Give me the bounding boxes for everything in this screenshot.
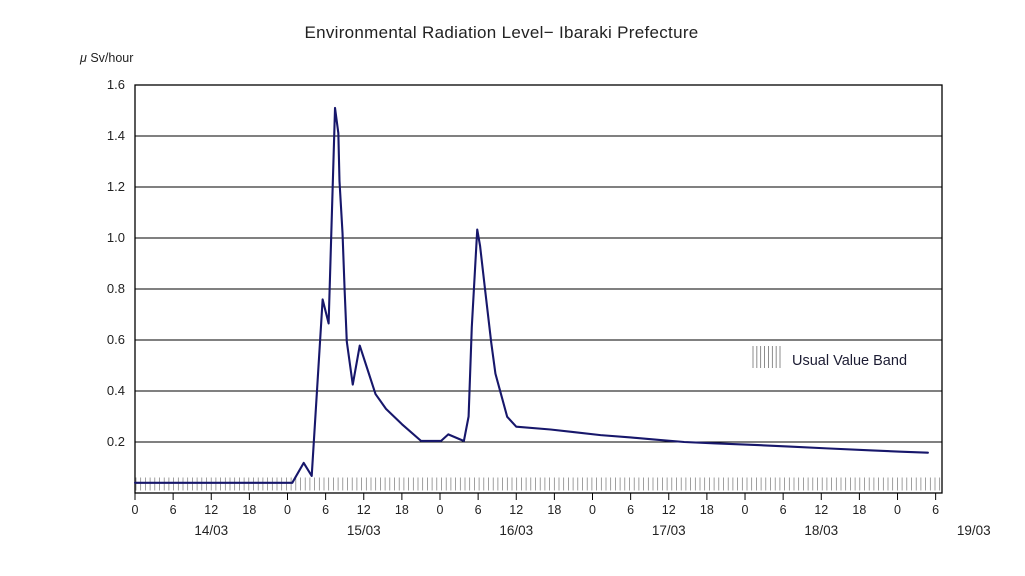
- svg-text:19/03: 19/03: [957, 523, 991, 538]
- svg-text:18: 18: [700, 503, 714, 517]
- svg-text:16/03: 16/03: [499, 523, 533, 538]
- svg-text:0: 0: [589, 503, 596, 517]
- svg-text:17/03: 17/03: [652, 523, 686, 538]
- svg-text:12: 12: [509, 503, 523, 517]
- svg-text:6: 6: [932, 503, 939, 517]
- svg-text:0.8: 0.8: [107, 281, 125, 296]
- svg-text:0: 0: [742, 503, 749, 517]
- svg-text:0.6: 0.6: [107, 332, 125, 347]
- svg-text:0: 0: [437, 503, 444, 517]
- svg-text:1.6: 1.6: [107, 77, 125, 92]
- svg-text:0: 0: [284, 503, 291, 517]
- svg-text:0: 0: [894, 503, 901, 517]
- svg-text:1.0: 1.0: [107, 230, 125, 245]
- svg-text:0.2: 0.2: [107, 434, 125, 449]
- svg-text:6: 6: [627, 503, 634, 517]
- svg-text:1.4: 1.4: [107, 128, 125, 143]
- svg-text:6: 6: [780, 503, 787, 517]
- svg-text:0: 0: [132, 503, 139, 517]
- svg-text:1.2: 1.2: [107, 179, 125, 194]
- svg-text:6: 6: [322, 503, 329, 517]
- svg-text:12: 12: [662, 503, 676, 517]
- svg-text:18/03: 18/03: [804, 523, 838, 538]
- svg-text:12: 12: [814, 503, 828, 517]
- svg-text:Usual Value Band: Usual Value Band: [792, 353, 907, 369]
- svg-text:12: 12: [357, 503, 371, 517]
- svg-text:12: 12: [204, 503, 218, 517]
- svg-text:14/03: 14/03: [194, 523, 228, 538]
- svg-text:18: 18: [242, 503, 256, 517]
- svg-text:18: 18: [547, 503, 561, 517]
- svg-text:6: 6: [170, 503, 177, 517]
- svg-text:15/03: 15/03: [347, 523, 381, 538]
- svg-text:18: 18: [852, 503, 866, 517]
- svg-text:18: 18: [395, 503, 409, 517]
- svg-text:0.4: 0.4: [107, 383, 125, 398]
- svg-text:6: 6: [475, 503, 482, 517]
